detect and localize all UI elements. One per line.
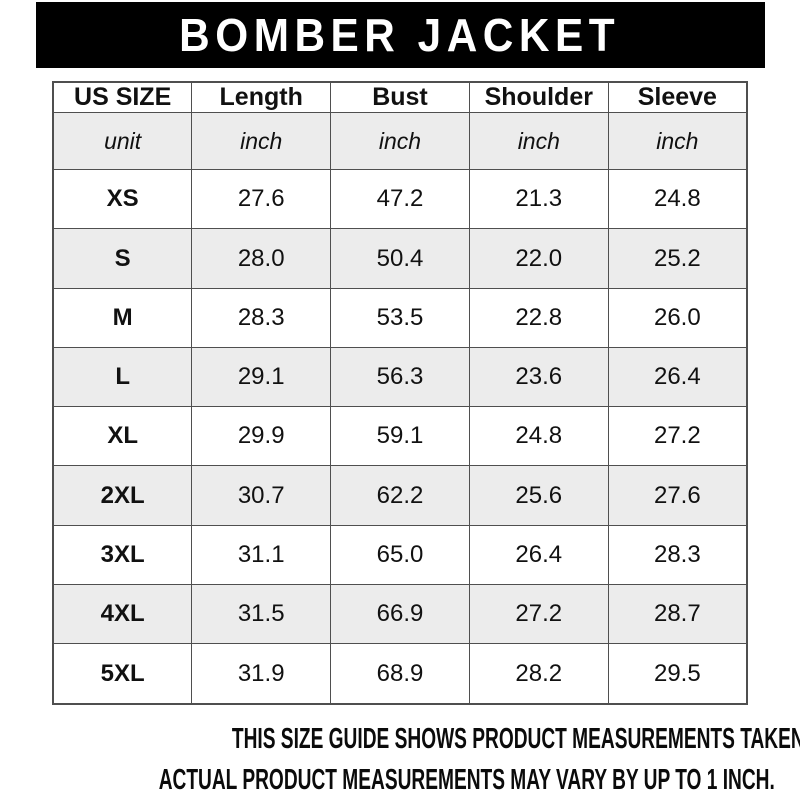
unit-cell: inch bbox=[191, 111, 332, 171]
table-row-l: L 29.1 56.3 23.6 26.4 bbox=[52, 346, 748, 408]
shoulder-cell: 25.6 bbox=[468, 465, 609, 526]
table-row-4xl: 4XL 31.5 66.9 27.2 28.7 bbox=[52, 583, 748, 645]
column-header-length: Length bbox=[191, 81, 332, 113]
sleeve-cell: 28.7 bbox=[607, 583, 748, 645]
shoulder-cell: 28.2 bbox=[468, 643, 609, 705]
table-row-s: S 28.0 50.4 22.0 25.2 bbox=[52, 228, 748, 289]
table-row-xl: XL 29.9 59.1 24.8 27.2 bbox=[52, 406, 748, 467]
size-cell: M bbox=[52, 287, 193, 348]
unit-cell: inch bbox=[607, 111, 748, 171]
shoulder-cell: 22.0 bbox=[468, 228, 609, 289]
size-cell: 4XL bbox=[52, 583, 193, 645]
table-row-5xl: 5XL 31.9 68.9 28.2 29.5 bbox=[52, 643, 748, 705]
length-cell: 31.9 bbox=[191, 643, 332, 705]
bust-cell: 65.0 bbox=[330, 524, 470, 585]
size-cell: S bbox=[52, 228, 193, 289]
table-row-3xl: 3XL 31.1 65.0 26.4 28.3 bbox=[52, 524, 748, 585]
length-cell: 28.0 bbox=[191, 228, 332, 289]
bust-cell: 59.1 bbox=[330, 406, 470, 467]
length-cell: 31.5 bbox=[191, 583, 332, 645]
column-header-shoulder: Shoulder bbox=[468, 81, 609, 113]
size-cell: L bbox=[52, 346, 193, 408]
unit-cell: inch bbox=[330, 111, 470, 171]
shoulder-cell: 21.3 bbox=[468, 169, 609, 230]
sleeve-cell: 28.3 bbox=[607, 524, 748, 585]
product-title-bar: BOMBER JACKET bbox=[35, 2, 765, 68]
measurement-disclaimer: THIS SIZE GUIDE SHOWS PRODUCT MEASUREMEN… bbox=[0, 721, 800, 800]
sleeve-cell: 25.2 bbox=[607, 228, 748, 289]
sleeve-cell: 27.2 bbox=[607, 406, 748, 467]
column-header-sleeve: Sleeve bbox=[607, 81, 748, 113]
table-row-m: M 28.3 53.5 22.8 26.0 bbox=[52, 287, 748, 348]
size-guide-table: US SIZE Length Bust Shoulder Sleeve unit… bbox=[52, 81, 748, 705]
bust-cell: 66.9 bbox=[330, 583, 470, 645]
size-cell: 2XL bbox=[52, 465, 193, 526]
shoulder-cell: 24.8 bbox=[468, 406, 609, 467]
disclaimer-line-2: ACTUAL PRODUCT MEASUREMENTS MAY VARY BY … bbox=[158, 764, 775, 796]
table-header-row: US SIZE Length Bust Shoulder Sleeve bbox=[52, 81, 748, 113]
size-cell: 3XL bbox=[52, 524, 193, 585]
disclaimer-line-1: THIS SIZE GUIDE SHOWS PRODUCT MEASUREMEN… bbox=[231, 723, 800, 755]
unit-label-cell: unit bbox=[52, 111, 193, 171]
unit-row: unit inch inch inch inch bbox=[52, 111, 748, 171]
bust-cell: 50.4 bbox=[330, 228, 470, 289]
length-cell: 31.1 bbox=[191, 524, 332, 585]
product-title: BOMBER JACKET bbox=[179, 9, 621, 61]
bust-cell: 68.9 bbox=[330, 643, 470, 705]
sleeve-cell: 29.5 bbox=[607, 643, 748, 705]
bust-cell: 56.3 bbox=[330, 346, 470, 408]
length-cell: 27.6 bbox=[191, 169, 332, 230]
shoulder-cell: 26.4 bbox=[468, 524, 609, 585]
length-cell: 29.9 bbox=[191, 406, 332, 467]
size-cell: XL bbox=[52, 406, 193, 467]
column-header-bust: Bust bbox=[330, 81, 470, 113]
size-guide-table-container: US SIZE Length Bust Shoulder Sleeve unit… bbox=[52, 81, 748, 705]
sleeve-cell: 24.8 bbox=[607, 169, 748, 230]
column-header-us-size: US SIZE bbox=[52, 81, 193, 113]
table-row-2xl: 2XL 30.7 62.2 25.6 27.6 bbox=[52, 465, 748, 526]
bust-cell: 47.2 bbox=[330, 169, 470, 230]
size-cell: XS bbox=[52, 169, 193, 230]
sleeve-cell: 27.6 bbox=[607, 465, 748, 526]
size-cell: 5XL bbox=[52, 643, 193, 705]
length-cell: 28.3 bbox=[191, 287, 332, 348]
shoulder-cell: 27.2 bbox=[468, 583, 609, 645]
sleeve-cell: 26.0 bbox=[607, 287, 748, 348]
bust-cell: 62.2 bbox=[330, 465, 470, 526]
length-cell: 29.1 bbox=[191, 346, 332, 408]
table-row-xs: XS 27.6 47.2 21.3 24.8 bbox=[52, 169, 748, 230]
bust-cell: 53.5 bbox=[330, 287, 470, 348]
unit-cell: inch bbox=[468, 111, 609, 171]
shoulder-cell: 23.6 bbox=[468, 346, 609, 408]
shoulder-cell: 22.8 bbox=[468, 287, 609, 348]
length-cell: 30.7 bbox=[191, 465, 332, 526]
sleeve-cell: 26.4 bbox=[607, 346, 748, 408]
